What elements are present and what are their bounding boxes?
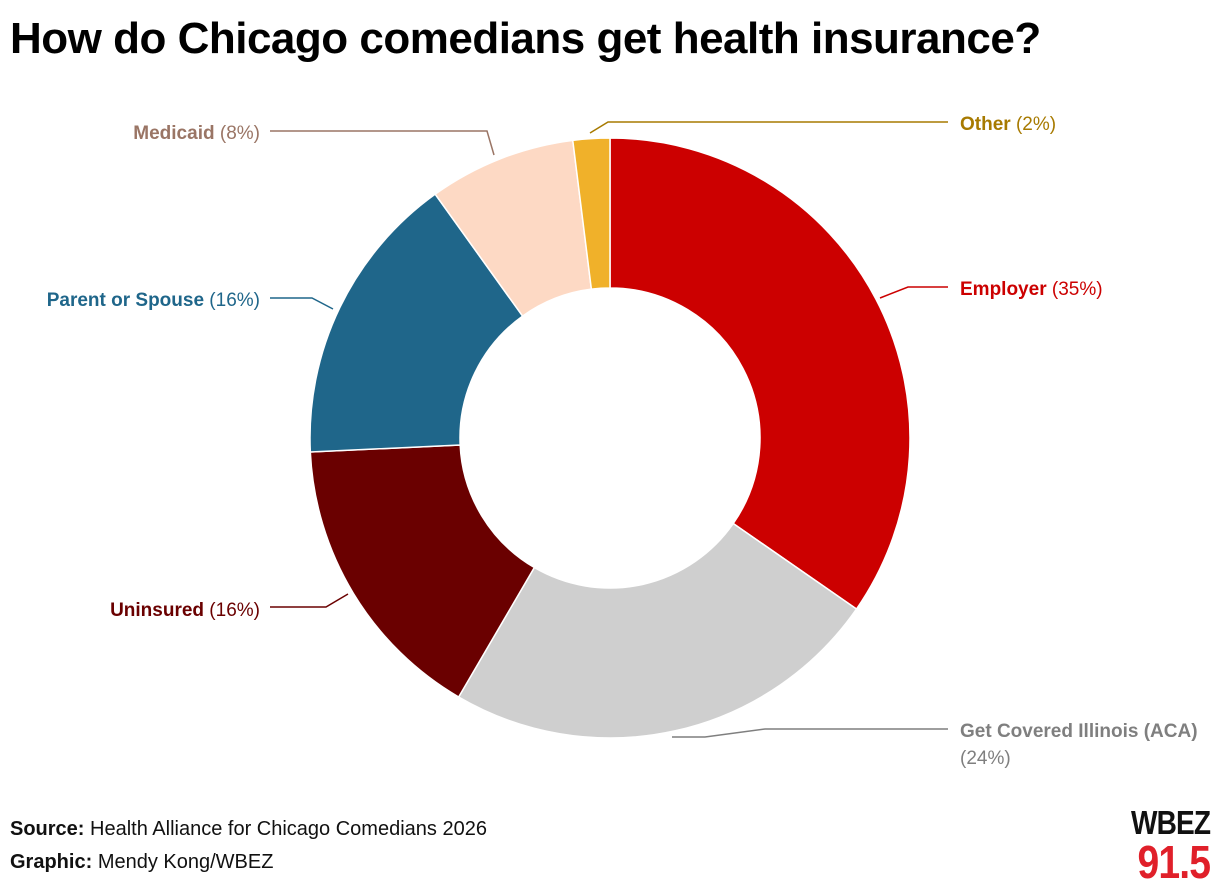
source-line: Source: Health Alliance for Chicago Come… xyxy=(10,818,487,841)
slice-parent-or-spouse xyxy=(309,193,524,453)
leader-line-5 xyxy=(589,121,948,134)
slice-uninsured xyxy=(309,444,536,699)
leader-line-4 xyxy=(270,130,495,156)
label-get-covered-illinois-aca: Get Covered Illinois (ACA) xyxy=(960,721,1198,742)
label-name-employer: Employer xyxy=(960,279,1047,300)
label-parent-or-spouse: Parent or Spouse (16%) xyxy=(47,290,260,311)
graphic-credit-line: Graphic: Mendy Kong/WBEZ xyxy=(10,851,273,874)
logo-frequency: 91.5 xyxy=(1137,836,1211,888)
leader-line-3 xyxy=(270,297,334,310)
label-name-other: Other xyxy=(960,114,1011,135)
logo-wordmark: WBEZ xyxy=(1130,804,1211,841)
label-name-get-covered-illinois-aca: Get Covered Illinois (ACA) xyxy=(960,721,1198,742)
label-pct-employer: (35%) xyxy=(1047,279,1103,300)
wbez-logo: WBEZ 91.5 xyxy=(1117,804,1211,888)
slice-other xyxy=(571,137,611,290)
label-name-medicaid: Medicaid xyxy=(133,123,214,144)
label-pct-uninsured: (16%) xyxy=(204,600,260,621)
source-label: Source: xyxy=(10,818,85,840)
label-pct-parent-or-spouse: (16%) xyxy=(204,290,260,311)
label-name-parent-or-spouse: Parent or Spouse xyxy=(47,290,204,311)
label-medicaid: Medicaid (8%) xyxy=(133,123,260,144)
label-pct-other: (2%) xyxy=(1011,114,1056,135)
leader-line-0 xyxy=(879,286,948,299)
source-text: Health Alliance for Chicago Comedians 20… xyxy=(90,818,487,840)
slice-get-covered-illinois-aca xyxy=(457,522,858,739)
label-pct-medicaid: (8%) xyxy=(215,123,260,144)
chart-title: How do Chicago comedians get health insu… xyxy=(10,14,1041,63)
label-other: Other (2%) xyxy=(960,114,1056,135)
label-employer: Employer (35%) xyxy=(960,279,1103,300)
leader-line-2 xyxy=(270,593,349,608)
label-pct-get-covered-illinois-aca: (24%) xyxy=(960,748,1011,769)
slice-employer xyxy=(609,137,911,611)
label-uninsured: Uninsured (16%) xyxy=(110,600,260,621)
graphic-text: Mendy Kong/WBEZ xyxy=(97,851,274,873)
label-name-uninsured: Uninsured xyxy=(110,600,204,621)
graphic-label: Graphic: xyxy=(10,851,93,873)
leader-line-1 xyxy=(672,728,948,738)
